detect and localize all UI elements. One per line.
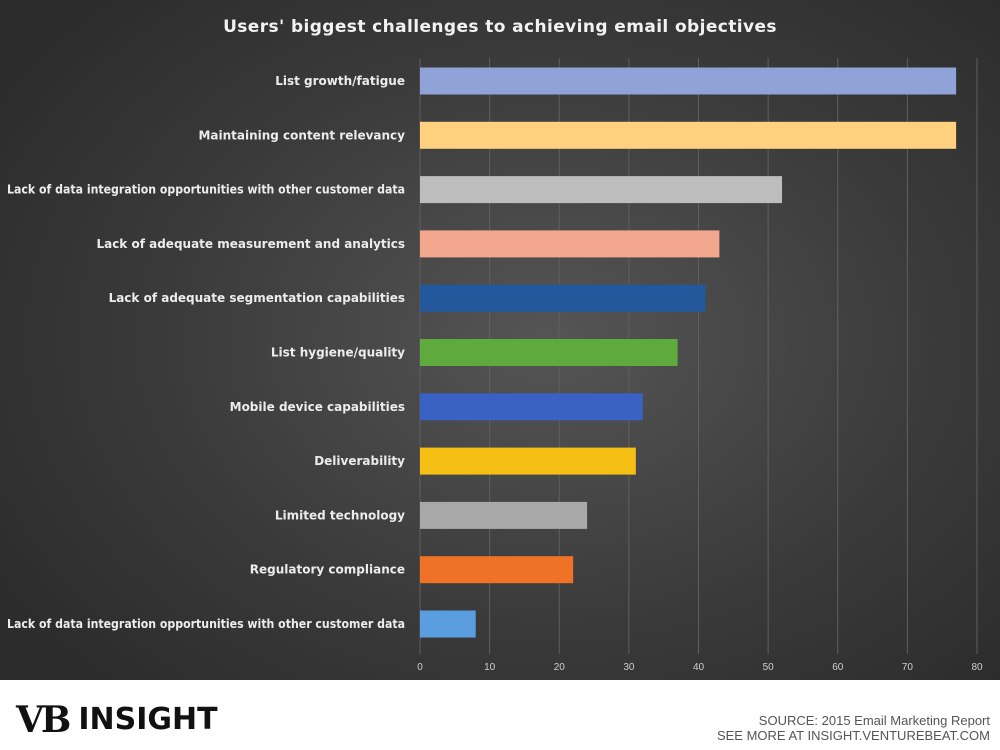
bar [420,447,636,475]
bar [420,501,588,529]
x-tick-label: 20 [554,662,566,673]
footer: VB INSIGHT SOURCE: 2015 Email Marketing … [0,680,1000,750]
x-tick-label: 40 [693,662,705,673]
source-note: SOURCE: 2015 Email Marketing Report SEE … [717,713,990,743]
logo-word: INSIGHT [78,702,218,737]
bar [420,610,476,638]
bar-chart: Users' biggest challenges to achieving e… [7,17,983,673]
category-labels: List growth/fatigue Maintaining content r… [7,74,405,631]
x-tick-label: 80 [971,662,983,673]
bar [420,393,643,421]
x-tick-label: 30 [623,662,635,673]
bar [420,339,678,366]
bar [420,176,783,204]
bars [420,67,957,638]
bar [420,121,957,149]
bar [420,67,957,95]
category-label: Mobile device capabilities [230,400,405,414]
category-label: Maintaining content relevancy [198,128,405,142]
bar [420,284,706,312]
category-label: List hygiene/quality [271,346,405,360]
source-line: SOURCE: 2015 Email Marketing Report [758,713,990,728]
x-tick-label: 60 [832,662,844,673]
category-label: Lack of adequate measurement and analyti… [96,237,405,251]
x-axis-ticks: 0 10 20 30 40 50 60 70 80 [417,662,983,673]
category-label: Lack of data integration opportunities w… [7,183,405,197]
category-label: List growth/fatigue [275,74,405,88]
chart-title: Users' biggest challenges to achieving e… [223,17,777,37]
vb-insight-logo: VB INSIGHT [16,700,218,740]
x-tick-label: 70 [902,662,914,673]
category-label: Regulatory compliance [250,563,405,577]
category-label: Deliverability [314,454,405,468]
bar [420,230,720,258]
category-label: Lack of data integration opportunities w… [7,617,405,631]
category-label: Limited technology [275,508,405,522]
see-more-link[interactable]: SEE MORE AT INSIGHT.VENTUREBEAT.COM [716,728,990,743]
chart-panel: Users' biggest challenges to achieving e… [0,0,1000,680]
x-tick-label: 50 [763,662,775,673]
grid-lines [419,58,978,654]
x-tick-label: 10 [484,662,496,673]
x-tick-label: 0 [417,662,423,673]
category-label: Lack of adequate segmentation capabiliti… [109,291,405,305]
logo-mark: VB [16,699,71,741]
bar [420,556,574,584]
